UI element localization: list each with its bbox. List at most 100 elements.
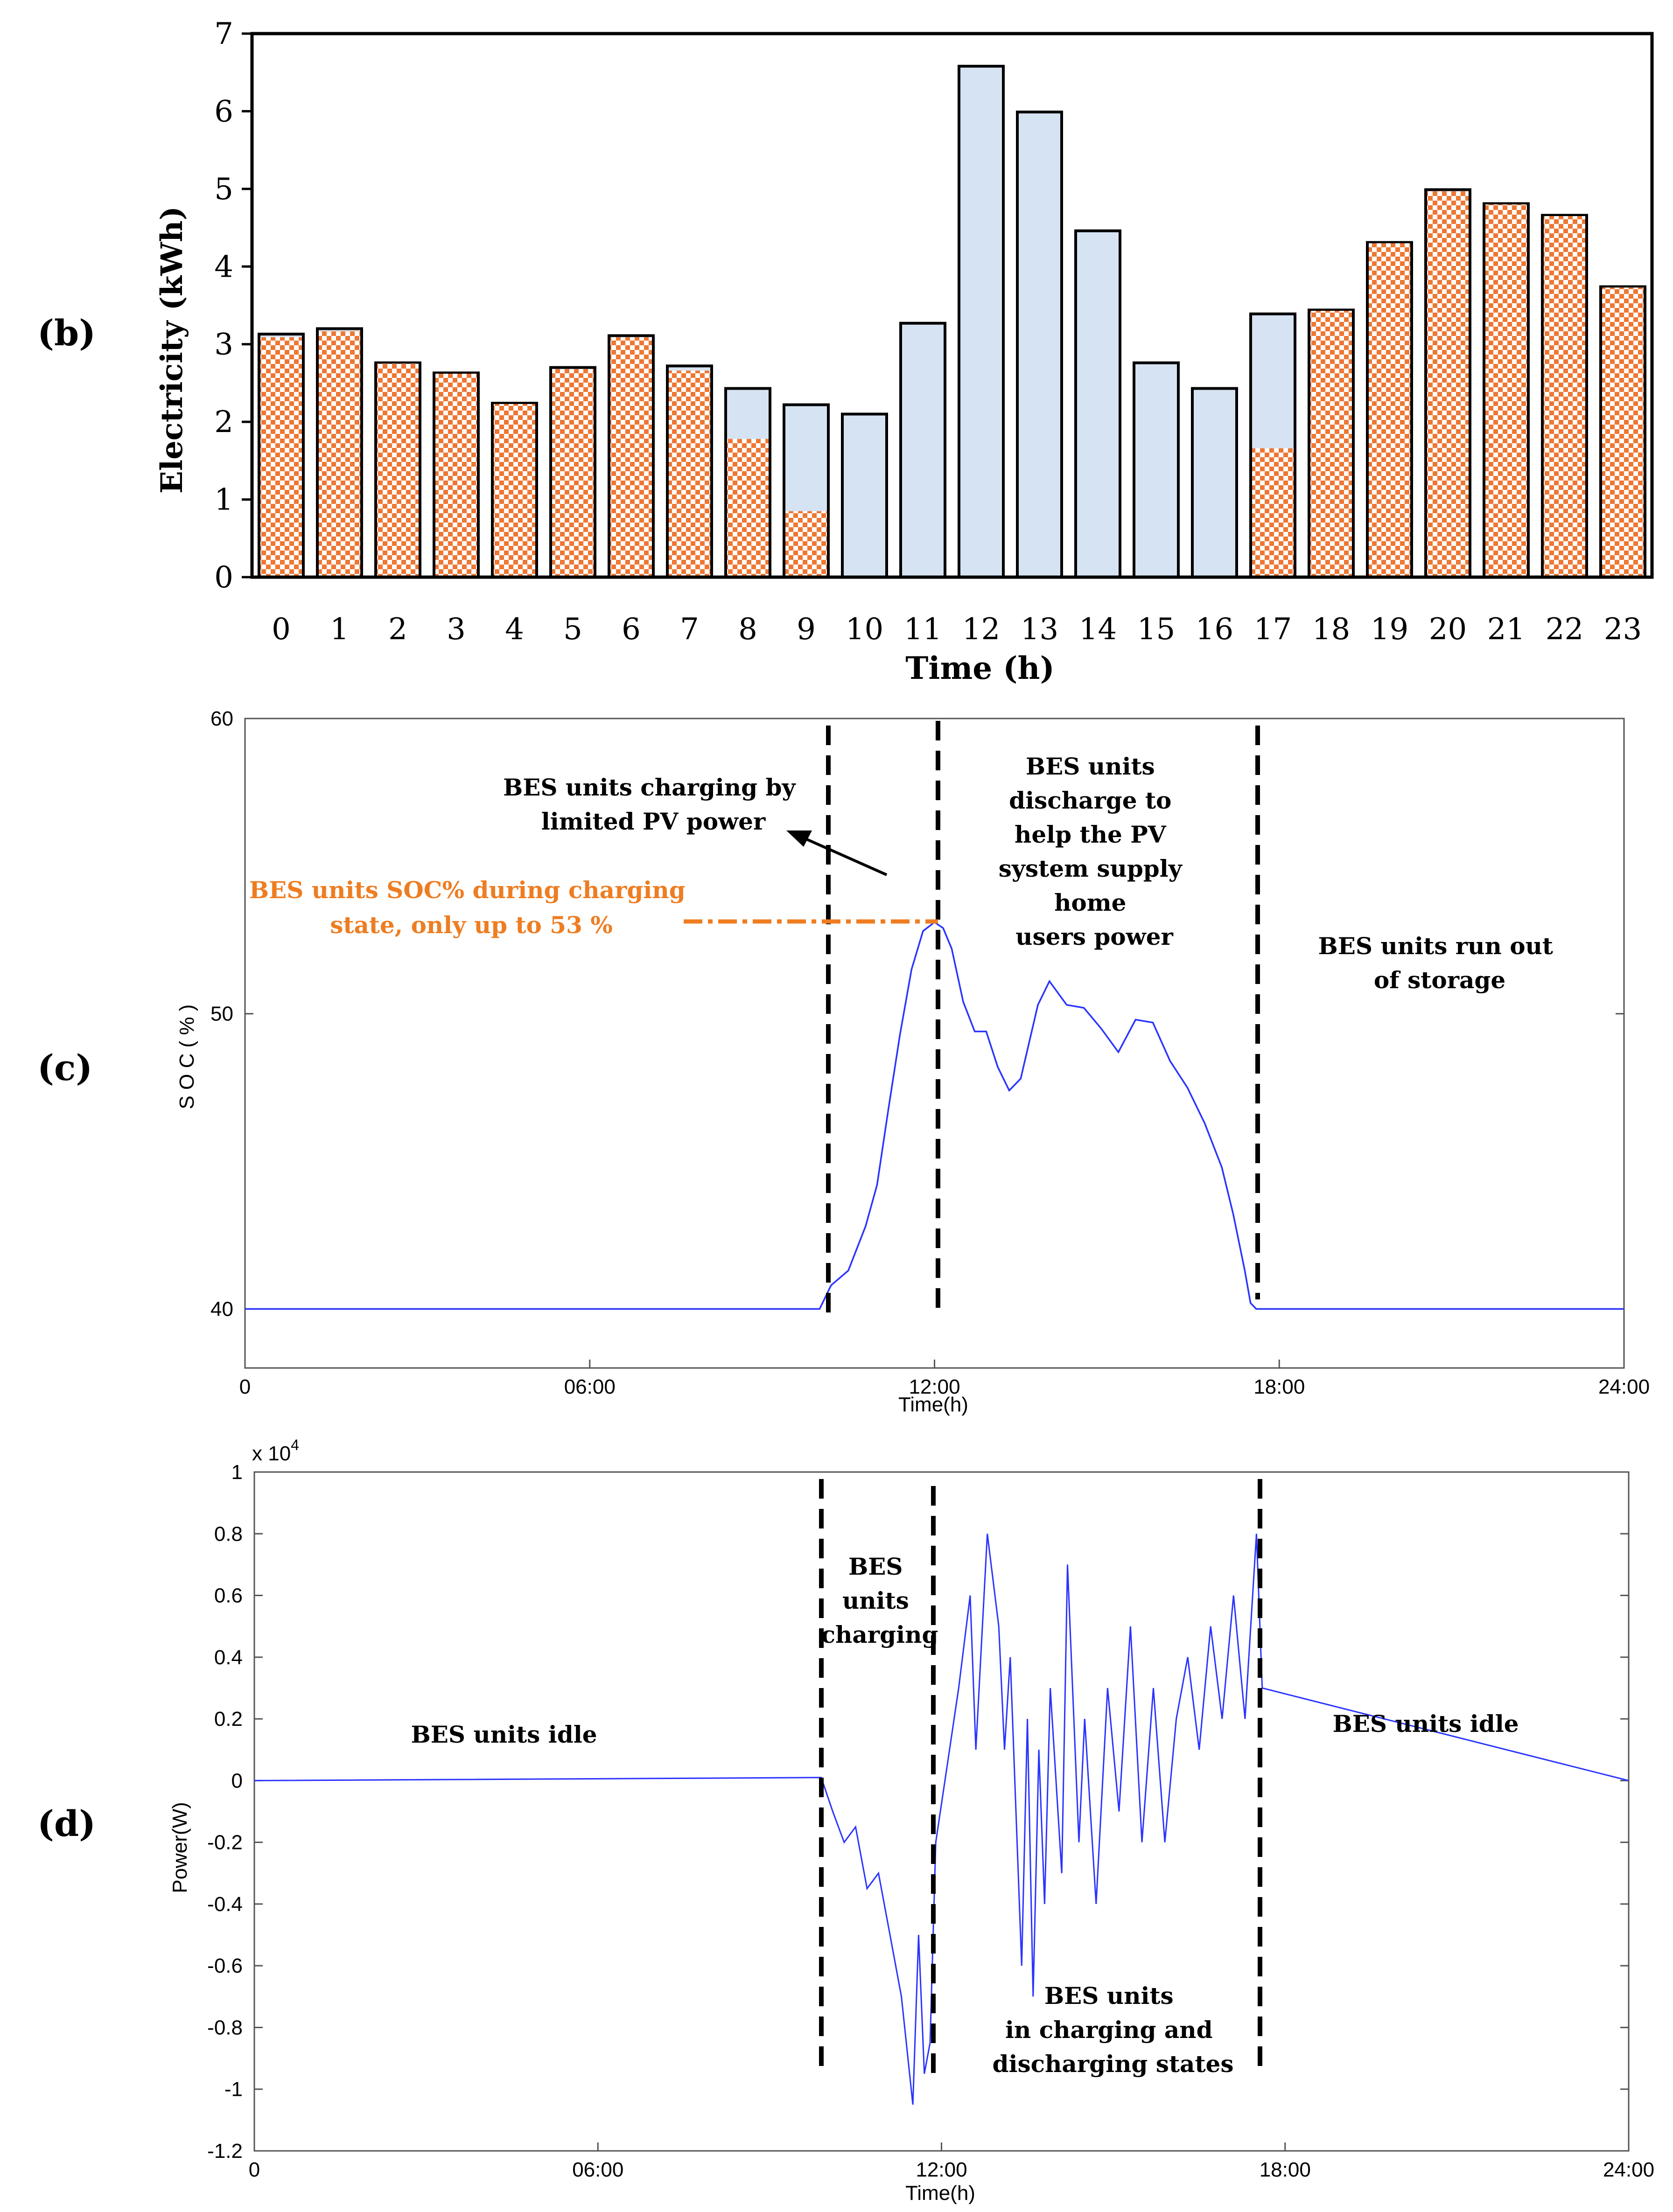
panel-label-c: (c) [37,1047,92,1089]
d-annotation-idle-left: BES units idle [411,1721,597,1748]
b-xlabel: Time (h) [905,650,1054,686]
b-bar-grid [435,373,477,576]
b-xtick-label: 4 [505,612,524,647]
c-ylabel: S O C ( % ) [175,1005,198,1109]
d-ytick-label: 1 [231,1461,243,1484]
b-xtick-label: 1 [330,612,349,647]
b-bar-grid [1544,216,1585,576]
b-xtick-label: 23 [1604,612,1642,647]
c-xtick-label: 06:00 [564,1375,616,1398]
b-xtick-label: 13 [1021,612,1058,647]
c-xtick-label: 0 [239,1375,251,1398]
b-bar-grid [377,363,419,576]
b-bar-grid [319,331,360,576]
b-ytick-label: 7 [214,17,233,51]
b-ytick-label: 5 [214,172,233,207]
d-ytick-label: -1 [224,2078,243,2101]
power-line [254,1534,1629,2105]
b-ytick-label: 6 [214,94,233,129]
b-xtick-label: 14 [1079,612,1117,647]
c-annotation-runout: BES units run out of storage [1318,932,1561,994]
d-ytick-label: 0.8 [214,1522,243,1545]
b-bar-total [1074,229,1121,579]
d-xtick-label: 24:00 [1603,2158,1654,2181]
b-xtick-label: 0 [272,612,291,647]
d-ytick-label: -1.2 [207,2140,243,2163]
b-xtick-label: 9 [797,612,816,647]
d-ytick-label: 0.6 [214,1584,243,1607]
c-xtick-label: 24:00 [1598,1375,1650,1398]
b-xtick-label: 17 [1254,612,1292,647]
b-bar-grid [494,404,535,576]
c-annotation-discharge: BES units discharge to help the PV syste… [999,753,1190,950]
b-ytick-label: 1 [214,483,233,517]
b-bar-grid [1369,243,1410,576]
b-bar-grid [727,439,769,576]
b-bar-total [1016,111,1063,579]
b-xtick-label: 8 [738,612,757,647]
bar-chart-panel: (b) Electricity (kWh) Time (h) 01234567 … [37,17,1654,686]
c-annotation-soc-limit: BES units SOC% during charging state, on… [249,876,693,939]
b-bar-grid [260,337,302,576]
b-xtick-label: 18 [1312,612,1350,647]
b-bar-grid [1485,204,1527,576]
b-bar-grid [1252,448,1294,576]
d-ytick-label: -0.6 [207,1954,243,1977]
b-plot-frame [250,32,1654,579]
c-annotation-charging: BES units charging by limited PV power [503,774,804,835]
b-ytick-label: 3 [214,328,233,362]
b-xtick-label: 10 [846,612,883,647]
b-ytick-label: 0 [214,560,233,595]
b-ylabel: Electricity (kWh) [154,206,189,494]
d-xtick-label: 06:00 [572,2158,623,2181]
soc-line [245,921,1624,1310]
b-xtick-label: 7 [680,612,699,647]
d-xtick-label: 18:00 [1260,2158,1311,2181]
b-xtick-label: 19 [1371,612,1408,647]
b-ytick-label: 2 [214,405,233,440]
b-xtick-label: 11 [904,612,942,647]
b-bar-total [958,64,1005,579]
b-xtick-label: 22 [1546,612,1583,647]
b-xtick-label: 12 [962,612,1000,647]
d-annotation-charging: BES units charging [821,1553,938,1648]
b-xtick-label: 21 [1487,612,1525,647]
b-bar-grid [1310,311,1352,576]
d-ytick-label: 0.4 [214,1646,243,1669]
c-ytick-label: 50 [210,1003,233,1026]
d-xlabel: Time(h) [905,2182,975,2205]
power-chart-panel: (d) Power(W) Time(h) x 104 1 0.8 0.6 0.4 0.2… [37,1437,1654,2205]
b-bar-total [899,321,946,579]
b-xtick-label: 6 [622,612,641,647]
d-ylabel: Power(W) [168,1802,191,1893]
b-xtick-label: 16 [1196,612,1233,647]
c-xtick-label: 12:00 [909,1375,960,1398]
c-ytick-label: 60 [210,707,233,730]
d-xtick-label: 12:00 [916,2158,967,2181]
c-arrow-line [802,836,888,876]
d-ytick-label: -0.2 [207,1831,243,1854]
d-multiplier: x 104 [252,1437,299,1465]
b-xtick-label: 15 [1137,612,1175,647]
b-xtick-label: 5 [563,612,582,647]
d-plot-frame [253,1471,1630,2152]
b-xtick-label: 20 [1429,612,1467,647]
b-bar-grid [785,511,827,576]
b-bar-grid [610,337,652,576]
c-plot-frame [244,718,1625,1369]
b-bar-total [1133,361,1180,579]
b-bar-grid [669,370,710,576]
c-arrow-head [786,830,812,847]
d-annotation-idle-right: BES units idle [1333,1710,1519,1738]
panel-label-d: (d) [37,1803,96,1844]
d-ytick-label: -0.4 [207,1893,243,1916]
c-xlabel: Time(h) [898,1393,968,1416]
b-xtick-label: 2 [388,612,407,647]
d-ytick-label: 0.2 [214,1708,243,1731]
d-ytick-label: -0.8 [207,2016,243,2039]
b-xtick-label: 3 [447,612,466,647]
b-bar-total [1191,387,1238,579]
soc-chart-panel: (c) S O C ( % ) Time(h) 40 50 60 0 06:00 12:… [37,707,1650,1416]
panel-label-b: (b) [37,312,96,354]
